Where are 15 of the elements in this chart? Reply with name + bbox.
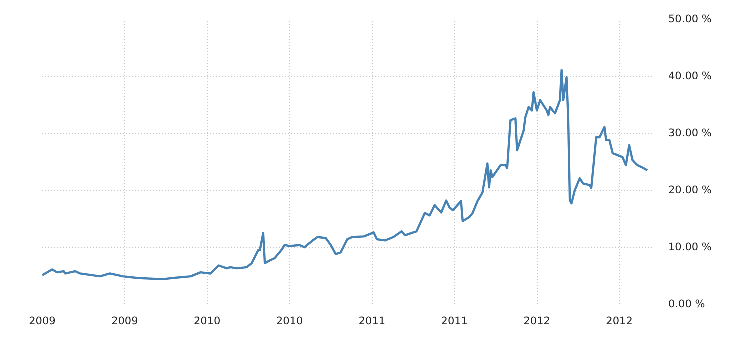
x-tick-label: 2010 <box>194 316 221 328</box>
x-tick-label: 2010 <box>276 316 304 328</box>
line-series <box>42 69 649 281</box>
x-tick-label: 2012 <box>524 316 550 328</box>
y-tick-label: 50.00 % <box>668 14 712 26</box>
y-tick-label: 10.00 % <box>668 242 712 254</box>
y-tick-label: 30.00 % <box>668 128 712 140</box>
x-tick-label: 2009 <box>29 316 56 328</box>
x-tick-label: 2009 <box>112 316 138 328</box>
y-tick-label: 40.00 % <box>668 70 712 82</box>
x-tick-label: 2011 <box>358 316 386 328</box>
x-tick-label: 2011 <box>441 316 468 328</box>
y-tick-label: 0.00 % <box>668 298 706 310</box>
y-tick-label: 20.00 % <box>668 184 712 196</box>
x-tick-label: 2012 <box>606 316 633 328</box>
